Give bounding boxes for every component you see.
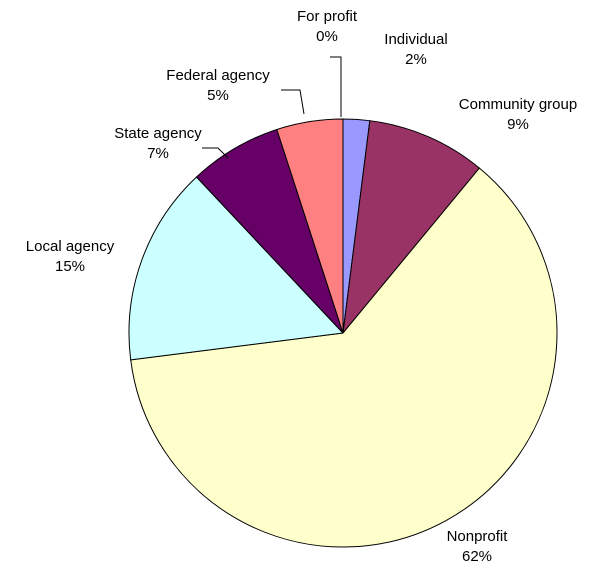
slice-label-name: Local agency — [26, 238, 115, 255]
pie-slice-local-agency — [128, 176, 344, 361]
slice-label-individual: Individual 2% — [384, 31, 447, 68]
slices-layer — [128, 118, 558, 548]
slice-label-percent: 5% — [207, 87, 229, 104]
slice-label-percent: 7% — [147, 145, 169, 162]
slice-label-name: Individual — [384, 31, 447, 48]
pie-slice-nonprofit — [130, 167, 558, 548]
slice-label-community-group: Community group 9% — [459, 96, 577, 133]
slice-label-local-agency: Local agency 15% — [26, 238, 115, 275]
slice-label-percent: 9% — [507, 116, 529, 133]
slice-label-percent: 62% — [462, 548, 492, 565]
slice-label-name: Federal agency — [166, 67, 270, 84]
slice-label-percent: 15% — [55, 258, 85, 275]
leader-line-federal-agency — [281, 89, 305, 115]
slice-label-state-agency: State agency 7% — [114, 125, 202, 162]
leader-line-state-agency — [202, 147, 229, 159]
slice-label-nonprofit: Nonprofit 62% — [447, 528, 509, 565]
slice-label-name: Nonprofit — [447, 528, 509, 545]
slice-label-name: State agency — [114, 125, 202, 142]
slice-label-federal-agency: Federal agency 5% — [166, 67, 270, 104]
slice-label-percent: 0% — [316, 28, 338, 45]
slice-label-for-profit: For profit 0% — [297, 8, 358, 45]
labels-layer: Individual 2% Community group 9% Nonprofit 62… — [26, 8, 577, 565]
leader-lines-layer — [202, 56, 370, 159]
pie-slice-community-group — [342, 120, 480, 334]
leader-line-for-profit — [330, 56, 342, 117]
slice-label-name: Community group — [459, 96, 577, 113]
slice-label-name: For profit — [297, 8, 358, 25]
slice-label-percent: 2% — [405, 51, 427, 68]
